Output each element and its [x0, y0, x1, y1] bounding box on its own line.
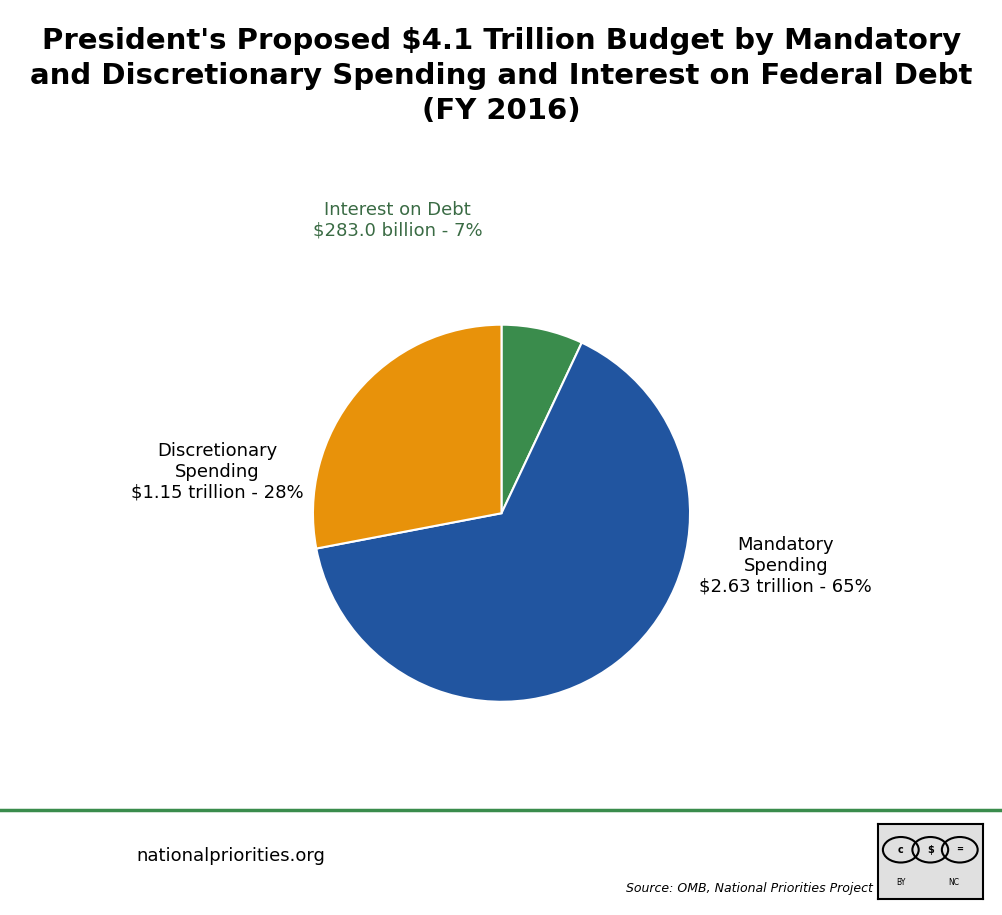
Wedge shape	[316, 342, 689, 702]
Text: BY: BY	[895, 877, 905, 887]
Text: Source: OMB, National Priorities Project: Source: OMB, National Priorities Project	[625, 882, 872, 895]
Text: Interest on Debt
$283.0 billion - 7%: Interest on Debt $283.0 billion - 7%	[313, 201, 482, 240]
Text: NATIONAL: NATIONAL	[52, 833, 103, 842]
Text: Discretionary
Spending
$1.15 trillion - 28%: Discretionary Spending $1.15 trillion - …	[131, 442, 304, 501]
Text: Mandatory
Spending
$2.63 trillion - 65%: Mandatory Spending $2.63 trillion - 65%	[698, 536, 872, 596]
Text: PRIORITIES: PRIORITIES	[21, 851, 134, 869]
Text: nationalpriorities.org: nationalpriorities.org	[136, 846, 325, 865]
Text: $: $	[926, 845, 933, 855]
Wedge shape	[501, 325, 581, 513]
Wedge shape	[313, 325, 501, 549]
Text: c: c	[897, 845, 903, 855]
Text: PROJECT: PROJECT	[56, 878, 99, 888]
Text: President's Proposed $4.1 Trillion Budget by Mandatory
and Discretionary Spendin: President's Proposed $4.1 Trillion Budge…	[30, 27, 972, 124]
Text: =: =	[955, 845, 962, 855]
Text: NC: NC	[947, 877, 958, 887]
